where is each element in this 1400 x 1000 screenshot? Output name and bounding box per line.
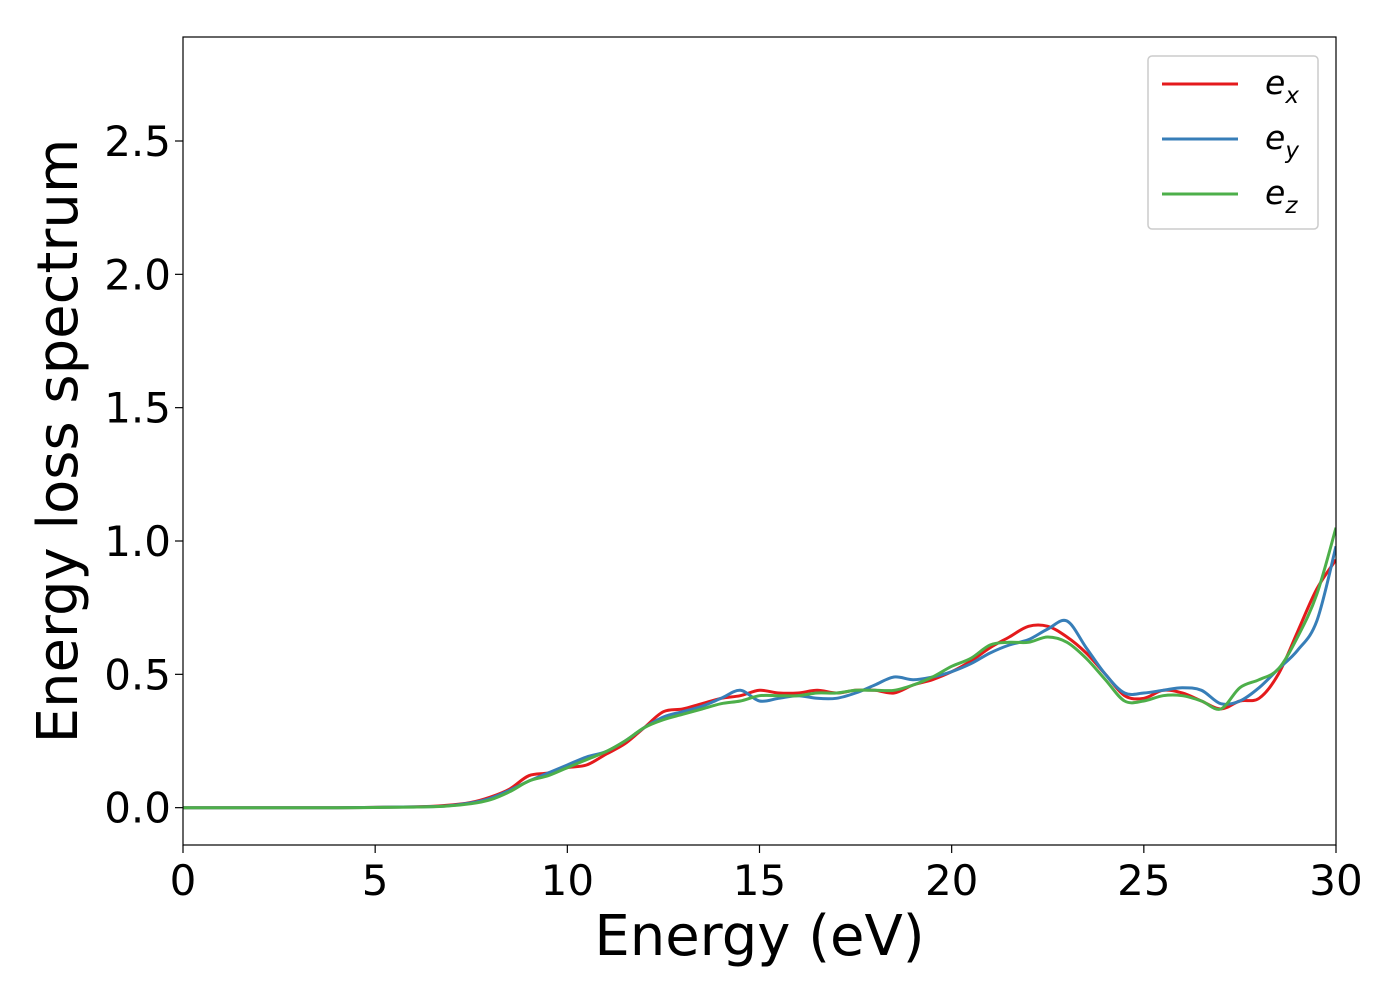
legend-box xyxy=(1147,55,1319,230)
y-tick-label: 1.0 xyxy=(104,517,171,566)
series-layer xyxy=(183,527,1336,810)
x-tick-label: 10 xyxy=(541,856,594,905)
x-axis-label: Energy (eV) xyxy=(594,904,924,969)
x-tick-label: 5 xyxy=(362,856,389,905)
x-tick-label: 20 xyxy=(925,856,978,905)
y-axis-label: Energy loss spectrum xyxy=(26,139,91,744)
x-tick-label: 25 xyxy=(1117,856,1170,905)
x-axis: 0 5 10 15 20 25 30 xyxy=(170,845,1363,905)
series-line-z xyxy=(183,527,1336,810)
x-tick-label: 15 xyxy=(733,856,786,905)
y-tick-label: 0.0 xyxy=(104,784,171,833)
y-tick-label: 1.5 xyxy=(104,384,171,433)
y-tick-label: 0.5 xyxy=(104,650,171,699)
y-axis: 0.0 0.5 1.0 1.5 2.0 2.5 xyxy=(104,117,183,833)
x-tick-label: 0 xyxy=(170,856,197,905)
y-tick-label: 2.5 xyxy=(104,117,171,166)
y-tick-label: 2.0 xyxy=(104,250,171,299)
x-tick-label: 30 xyxy=(1309,856,1362,905)
